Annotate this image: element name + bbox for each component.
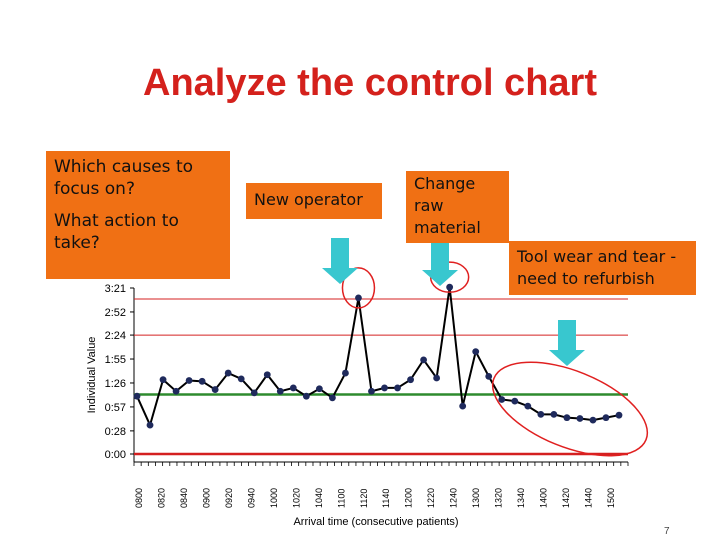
data-point [602,414,610,422]
data-point [381,384,388,392]
x-tick-label: 1400 [539,488,549,508]
data-point [329,394,336,402]
x-tick-label: 1100 [336,489,346,508]
callout-action-line2: take? [54,233,100,253]
data-point [550,410,558,418]
callout-raw-material: Change raw material [406,171,509,243]
chart-annotations [322,238,649,457]
data-point [576,415,584,422]
data-point [315,385,323,393]
data-point [563,414,571,422]
control-limits [134,298,628,456]
data-point [524,402,532,410]
data-point [211,386,219,393]
data-point [368,387,375,395]
y-tick-label: 2:52 [105,307,126,319]
callout-raw-line2: raw [414,196,444,215]
data-point [133,392,141,400]
data-point [276,387,284,395]
data-point [615,411,623,419]
y-tick-label: 1:26 [105,378,126,390]
arrow-new-operator-icon [322,238,358,284]
data-point [537,410,545,418]
series-line [136,287,620,428]
data-point [263,371,271,379]
callout-raw-line1: Change [414,174,476,193]
x-tick-label: 1020 [291,488,301,508]
data-point [159,376,167,384]
callout-questions: Which causes to focus on? What action to… [46,151,230,279]
x-tick-label: 1420 [561,488,571,508]
x-tick-label: 1300 [471,488,481,508]
y-tick-label: 3:21 [105,283,126,295]
callout-tool-line1: Tool wear and tear - [517,247,677,266]
callout-focus-line2: focus on? [54,179,135,199]
data-point [433,374,441,382]
y-tick-label: 1:55 [105,354,126,366]
data-point [224,369,232,377]
y-tick-label: 0:28 [105,426,126,438]
x-tick-label: 1320 [494,488,504,508]
data-point [289,384,297,392]
x-tick-label: 1240 [449,488,459,508]
page-number: 7 [664,526,670,537]
y-tick-label: 0:00 [105,449,126,461]
data-point [185,377,193,384]
x-tick-label: 1220 [426,488,436,508]
x-tick-label: 0820 [156,488,166,508]
data-point [485,372,493,380]
x-tick-label: 0900 [201,488,211,508]
data-point [407,376,414,384]
data-point [589,416,597,424]
x-tick-label: 1200 [404,488,414,508]
highlight-circle-new-operator [341,267,376,309]
x-tick-label: 1040 [314,488,324,508]
data-point [394,384,401,392]
y-axis-label: Individual Value [86,337,98,414]
data-point [302,392,310,400]
x-tick-label: 0940 [246,488,256,508]
callout-raw-line3: material [414,218,481,237]
chart-series [133,283,623,429]
data-point [498,396,506,403]
callout-action-line1: What action to [54,211,179,231]
y-tick-label: 0:57 [105,402,126,414]
x-tick-label: 0920 [224,488,234,508]
highlight-circle-tool-wear [491,361,649,457]
x-tick-label: 1140 [381,489,391,508]
x-axis-label: Arrival time (consecutive patients) [293,516,458,528]
data-point [420,356,427,364]
x-tick-label: 1000 [269,488,279,508]
data-point [342,369,349,377]
data-point [198,377,206,385]
data-point [446,283,454,291]
x-tick-label: 1340 [516,488,526,508]
page-title: Analyze the control chart [143,62,597,104]
callout-new-operator: New operator [246,183,382,219]
arrow-tool-wear-icon [549,320,585,366]
arrow-raw-material-icon [422,240,458,286]
data-point [250,389,258,397]
x-tick-label: 1440 [584,488,594,508]
callout-tool-wear: Tool wear and tear - need to refurbish [509,241,696,295]
chart-axes: 0:00 0:28 0:57 1:26 1:55 2:24 2:52 3:21 Individu… [86,283,629,528]
x-tick-label: 0840 [179,488,189,508]
data-point [146,421,154,429]
x-tick-label: 1500 [606,488,616,508]
data-point [237,375,245,383]
callout-new-operator-text: New operator [254,190,363,209]
data-point [472,348,480,355]
data-point [355,294,362,302]
data-point [459,402,467,410]
y-tick-label: 2:24 [105,330,126,342]
callout-tool-line2: need to refurbish [517,269,655,288]
x-tick-label: 1120 [359,489,369,508]
x-tick-label: 0800 [134,488,144,508]
data-point [511,397,519,405]
callout-focus-line1: Which causes to [54,157,194,177]
data-point [172,387,180,395]
